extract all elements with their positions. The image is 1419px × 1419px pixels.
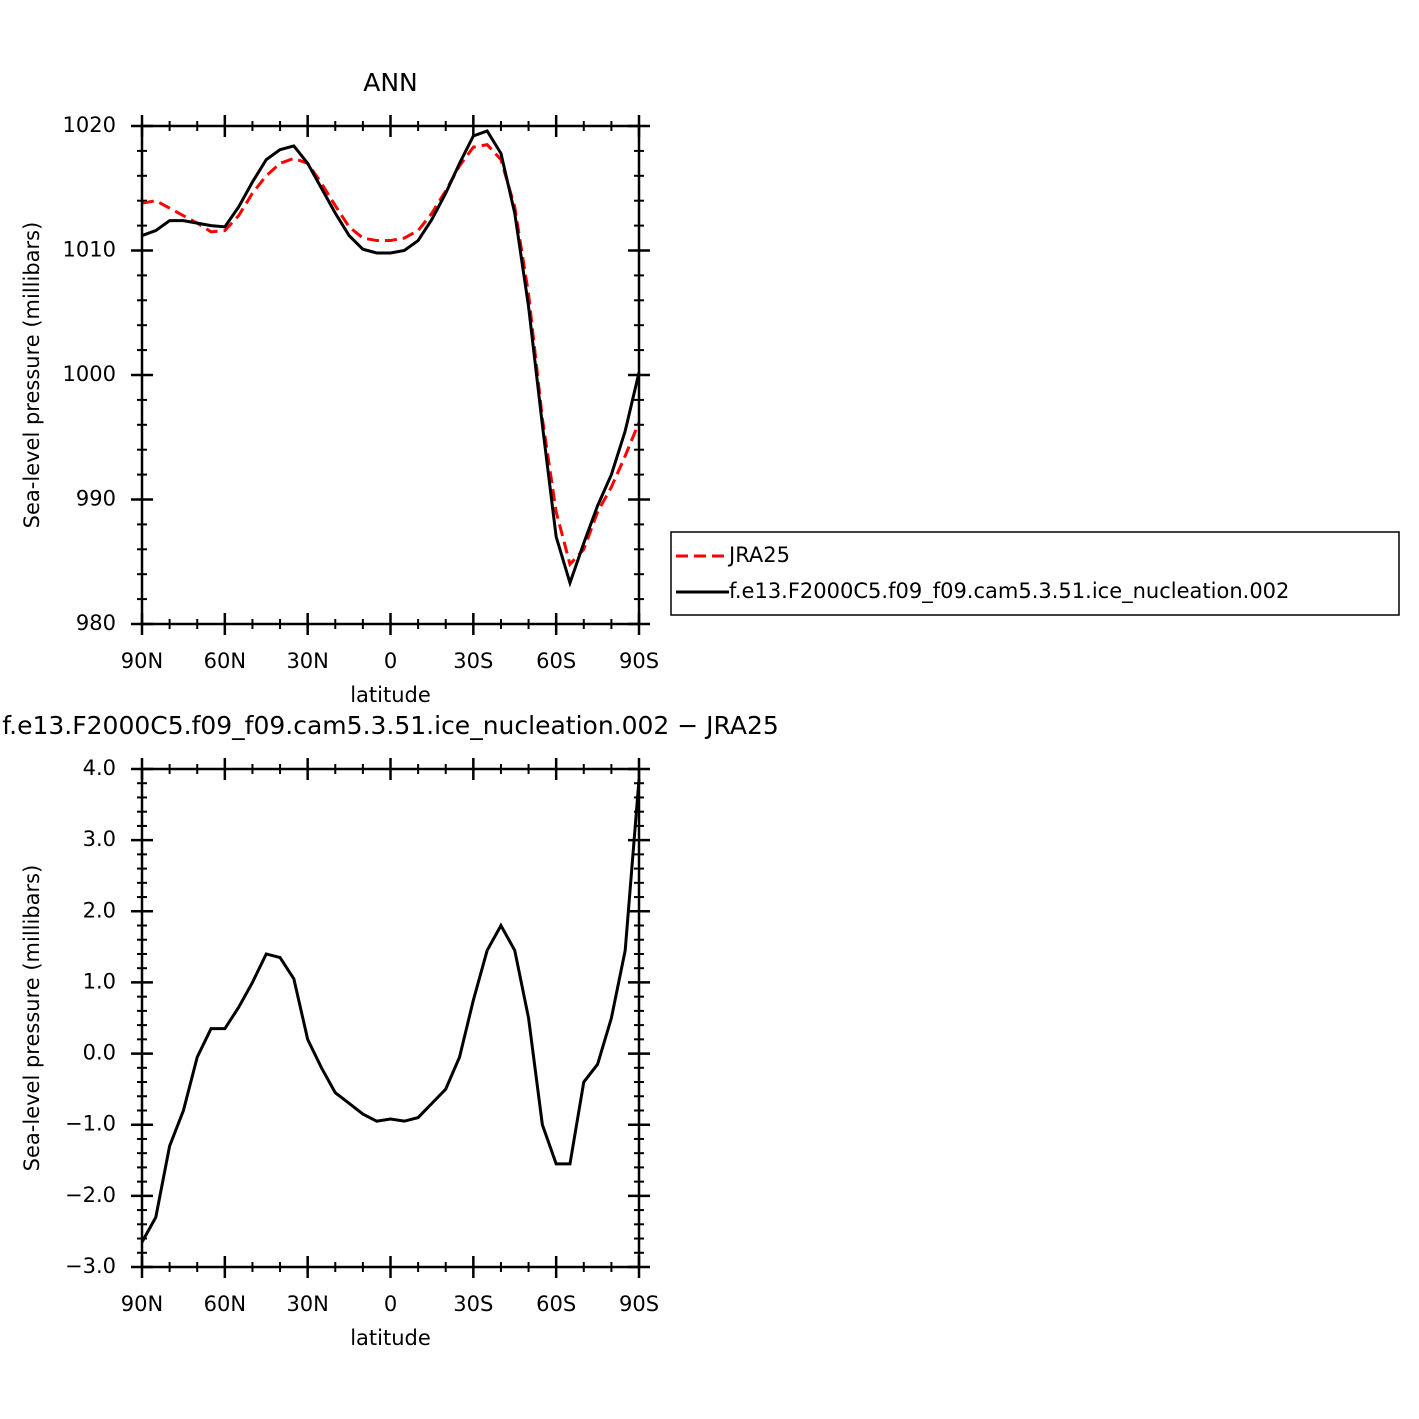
- x-tick-label: 90S: [619, 1292, 659, 1316]
- y-tick-label: 980: [76, 611, 116, 635]
- x-tick-label: 0: [384, 1292, 397, 1316]
- x-tick-label: 90N: [121, 1292, 163, 1316]
- x-tick-label: 60N: [204, 649, 246, 673]
- plot-frame: [140, 767, 641, 1269]
- x-tick-label: 90S: [619, 649, 659, 673]
- x-axis-label: latitude: [350, 1326, 431, 1350]
- x-tick-label: 0: [384, 649, 397, 673]
- x-tick-label: 60S: [536, 1292, 576, 1316]
- x-tick-label: 90N: [121, 649, 163, 673]
- y-tick-label: 1020: [63, 113, 116, 137]
- y-tick-label: 1010: [63, 238, 116, 262]
- y-tick-label: −1.0: [65, 1112, 116, 1136]
- y-tick-label: 0.0: [83, 1041, 116, 1065]
- x-tick-label: 60S: [536, 649, 576, 673]
- y-tick-label: −3.0: [65, 1254, 116, 1278]
- data-line: [141, 129, 641, 588]
- x-tick-label: 30S: [453, 649, 493, 673]
- legend-box: [670, 531, 1400, 616]
- x-axis-label: latitude: [350, 683, 431, 707]
- x-tick-label: 30S: [453, 1292, 493, 1316]
- y-tick-label: 2.0: [83, 898, 116, 922]
- x-tick-label: 60N: [204, 1292, 246, 1316]
- chart-title: f.e13.F2000C5.f09_f09.cam5.3.51.ice_nucl…: [2, 711, 779, 740]
- y-tick-label: 1000: [63, 362, 116, 386]
- chart-title: ANN: [363, 68, 418, 97]
- y-axis-label: Sea-level pressure (millibars): [20, 222, 44, 529]
- y-tick-label: 990: [76, 487, 116, 511]
- y-axis-label: Sea-level pressure (millibars): [20, 865, 44, 1172]
- y-tick-label: −2.0: [65, 1183, 116, 1207]
- data-line: [140, 779, 641, 1243]
- x-tick-label: 30N: [286, 649, 328, 673]
- plot-frame: [140, 124, 641, 626]
- data-line: [141, 143, 641, 568]
- legend-label: f.e13.F2000C5.f09_f09.cam5.3.51.ice_nucl…: [729, 579, 1289, 604]
- y-tick-label: 1.0: [83, 969, 116, 993]
- y-tick-label: 3.0: [83, 827, 116, 851]
- legend-label: JRA25: [727, 543, 790, 567]
- y-tick-label: 4.0: [83, 756, 116, 780]
- x-tick-label: 30N: [286, 1292, 328, 1316]
